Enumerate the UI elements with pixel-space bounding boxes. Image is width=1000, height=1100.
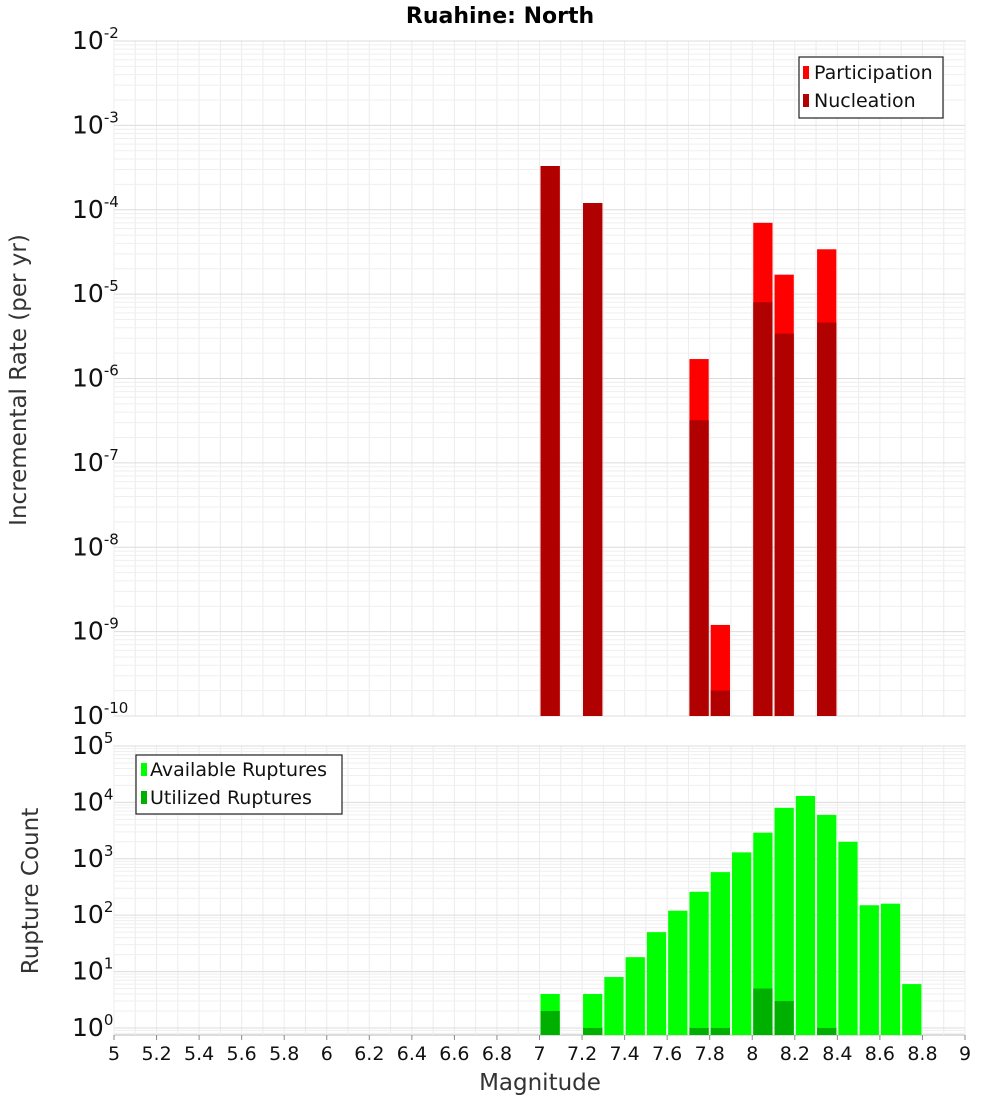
magnitude-x-ticks: 5 5.2 5.4 5.6 5.8 6 6.2 6.4 6.6 6.8 7 7.2 7.4 7.6 7.8 8… bbox=[108, 1035, 971, 1065]
count-legend: Available Ruptures Utilized Ruptures bbox=[135, 754, 343, 815]
nucleation-bar bbox=[817, 322, 837, 716]
magnitude-tick-label: 7 bbox=[533, 1043, 545, 1065]
participation-legend-label: Participation bbox=[814, 62, 933, 84]
magnitude-tick-label: 5.2 bbox=[141, 1043, 171, 1065]
count-bars bbox=[540, 795, 922, 1035]
available-ruptures-bar bbox=[838, 841, 858, 1035]
rate-y-tick-label: 10-5 bbox=[72, 277, 119, 308]
rate-panel: 10-10 10-9 10-8 10-7 10-6 10-5 10-4 10-3 10-2 In… bbox=[6, 24, 966, 730]
utilized-ruptures-bar bbox=[753, 988, 773, 1035]
magnitude-tick-label: 5.6 bbox=[227, 1043, 257, 1065]
magnitude-x-axis-label: Magnitude bbox=[479, 1070, 601, 1096]
available-ruptures-bar bbox=[731, 852, 752, 1035]
rate-y-tick-label: 10-9 bbox=[72, 615, 119, 646]
utilized-legend-label: Utilized Ruptures bbox=[150, 787, 312, 809]
count-legend-box bbox=[135, 754, 343, 815]
magnitude-tick-label: 6.4 bbox=[397, 1043, 427, 1065]
rate-y-tick-label: 10-10 bbox=[72, 699, 128, 730]
magnitude-tick-label: 5.4 bbox=[184, 1043, 214, 1065]
count-y-axis-label: Rupture Count bbox=[18, 808, 44, 974]
available-ruptures-bar bbox=[583, 994, 603, 1035]
magnitude-tick-label: 8.2 bbox=[780, 1043, 810, 1065]
rate-y-tick-label: 10-4 bbox=[72, 193, 119, 224]
utilized-ruptures-bar bbox=[774, 1001, 794, 1035]
count-y-tick-label: 103 bbox=[72, 842, 113, 873]
magnitude-tick-label: 9 bbox=[959, 1043, 971, 1065]
available-ruptures-bar bbox=[774, 807, 794, 1035]
magnitude-tick-label: 8 bbox=[746, 1043, 758, 1065]
rate-y-tick-label: 10-6 bbox=[72, 362, 119, 393]
count-y-tick-label: 104 bbox=[72, 785, 113, 816]
rate-y-tick-label: 10-7 bbox=[72, 446, 119, 477]
magnitude-tick-label: 5 bbox=[108, 1043, 120, 1065]
magnitude-tick-label: 5.8 bbox=[269, 1043, 299, 1065]
rate-legend: Participation Nucleation bbox=[798, 56, 944, 119]
available-ruptures-bar bbox=[880, 903, 901, 1035]
rate-bars bbox=[540, 166, 837, 717]
utilized-ruptures-bar bbox=[540, 1010, 560, 1035]
magnitude-tick-label: 8.6 bbox=[865, 1043, 895, 1065]
available-ruptures-bar bbox=[625, 957, 645, 1035]
nucleation-bar bbox=[540, 166, 560, 717]
utilized-ruptures-bar bbox=[710, 1027, 730, 1035]
nucleation-bar bbox=[583, 203, 603, 716]
rate-y-tick-label: 10-8 bbox=[72, 530, 119, 561]
magnitude-tick-label: 8.4 bbox=[822, 1043, 852, 1065]
utilized-legend-swatch bbox=[141, 791, 147, 804]
count-y-tick-label: 105 bbox=[72, 729, 113, 760]
magnitude-tick-label: 8.8 bbox=[907, 1043, 937, 1065]
available-legend-swatch bbox=[141, 763, 147, 776]
rate-legend-box bbox=[798, 56, 944, 119]
utilized-ruptures-bar bbox=[689, 1027, 709, 1035]
available-ruptures-bar bbox=[902, 984, 922, 1035]
magnitude-tick-label: 6.2 bbox=[354, 1043, 384, 1065]
nucleation-bar bbox=[774, 333, 794, 716]
available-ruptures-bar bbox=[817, 814, 837, 1035]
available-ruptures-bar bbox=[689, 891, 709, 1035]
magnitude-tick-label: 7.4 bbox=[609, 1043, 639, 1065]
available-ruptures-bar bbox=[859, 905, 879, 1035]
rate-y-tick-label: 10-3 bbox=[72, 108, 119, 139]
magnitude-tick-label: 6.6 bbox=[439, 1043, 469, 1065]
participation-legend-swatch bbox=[803, 66, 809, 79]
nucleation-bar bbox=[753, 302, 773, 716]
magnitude-tick-label: 7.6 bbox=[652, 1043, 682, 1065]
count-y-tick-label: 102 bbox=[72, 898, 113, 929]
utilized-ruptures-bar bbox=[817, 1027, 837, 1035]
magnitude-tick-label: 7.8 bbox=[695, 1043, 725, 1065]
available-ruptures-bar bbox=[604, 977, 624, 1035]
rate-y-axis-label: Incremental Rate (per yr) bbox=[6, 234, 32, 526]
rate-y-tick-label: 10-2 bbox=[72, 24, 119, 55]
magnitude-tick-label: 6.8 bbox=[482, 1043, 512, 1065]
chart-title: Ruahine: North bbox=[406, 4, 594, 29]
available-ruptures-bar bbox=[646, 932, 667, 1035]
count-y-tick-label: 100 bbox=[72, 1011, 113, 1042]
nucleation-legend-label: Nucleation bbox=[814, 90, 916, 112]
available-ruptures-bar bbox=[753, 832, 773, 1035]
available-ruptures-bar bbox=[668, 910, 688, 1035]
nucleation-bar bbox=[689, 420, 709, 716]
available-ruptures-bar bbox=[795, 795, 816, 1035]
rate-y-ticks: 10-10 10-9 10-8 10-7 10-6 10-5 10-4 10-3 10-2 bbox=[72, 24, 128, 730]
available-ruptures-bar bbox=[710, 872, 730, 1035]
magnitude-tick-label: 6 bbox=[321, 1043, 333, 1065]
available-legend-label: Available Ruptures bbox=[150, 759, 327, 781]
count-panel: 100 101 102 103 104 105 5 5.2 5.4 5.6 5.8 6 6.2 6.4 6… bbox=[18, 729, 971, 1096]
utilized-ruptures-bar bbox=[583, 1027, 603, 1035]
nucleation-legend-swatch bbox=[803, 94, 809, 107]
nucleation-bar bbox=[710, 690, 730, 716]
magnitude-tick-label: 7.2 bbox=[567, 1043, 597, 1065]
count-y-tick-label: 101 bbox=[72, 955, 113, 986]
count-y-ticks: 100 101 102 103 104 105 bbox=[72, 729, 113, 1042]
rate-gridlines bbox=[113, 40, 966, 717]
